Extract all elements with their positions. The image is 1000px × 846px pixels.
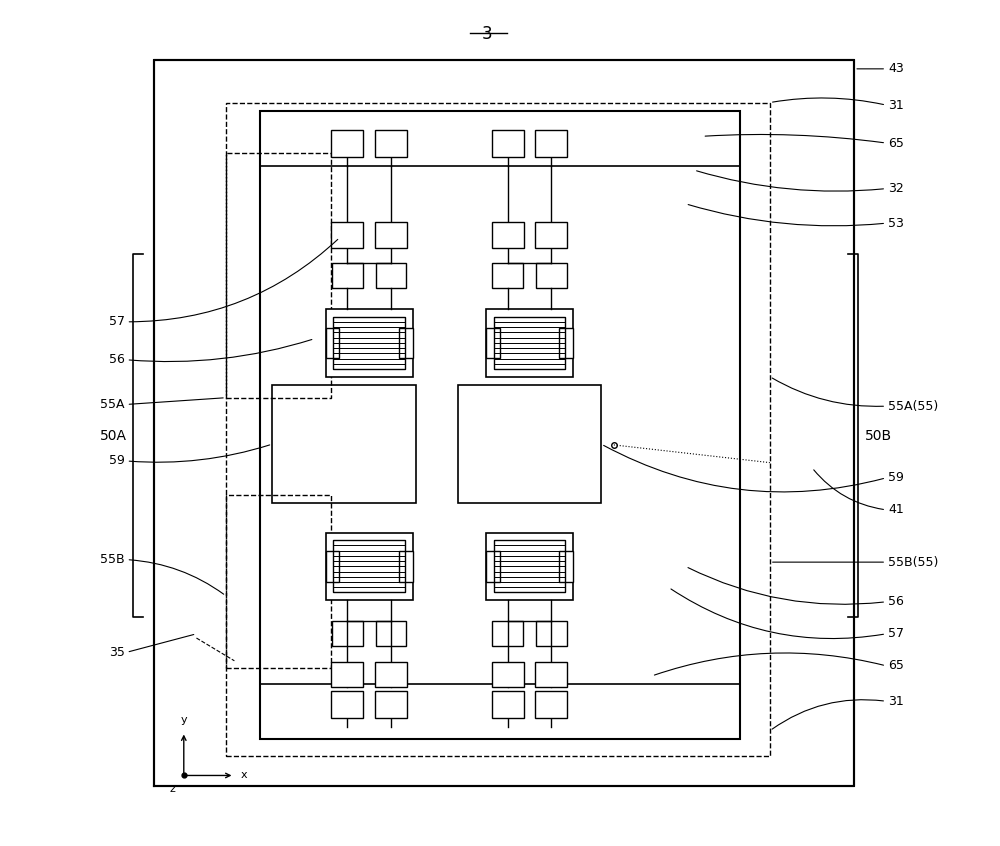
- Text: x: x: [241, 771, 248, 781]
- Text: 56: 56: [109, 354, 125, 366]
- Bar: [226, 153, 331, 398]
- Bar: [326, 533, 413, 600]
- Bar: [376, 621, 406, 646]
- Bar: [494, 316, 565, 369]
- Bar: [492, 263, 523, 288]
- Bar: [376, 263, 406, 288]
- Bar: [535, 222, 567, 248]
- Text: 57: 57: [888, 627, 904, 640]
- Bar: [333, 541, 405, 592]
- Text: 55A: 55A: [100, 398, 125, 411]
- Text: 59: 59: [888, 471, 904, 484]
- Text: 50B: 50B: [865, 429, 892, 442]
- Bar: [226, 495, 331, 667]
- Bar: [486, 533, 573, 600]
- Bar: [536, 621, 567, 646]
- Bar: [492, 662, 524, 687]
- Text: 65: 65: [888, 136, 904, 150]
- Bar: [375, 662, 407, 687]
- Bar: [535, 691, 567, 718]
- Bar: [486, 309, 573, 376]
- Bar: [536, 263, 567, 288]
- Text: 53: 53: [888, 217, 904, 229]
- Bar: [399, 327, 413, 358]
- Bar: [260, 111, 740, 739]
- Bar: [375, 691, 407, 718]
- Bar: [486, 552, 500, 581]
- Bar: [535, 130, 567, 157]
- Bar: [559, 552, 573, 581]
- Bar: [331, 691, 363, 718]
- Bar: [399, 552, 413, 581]
- Bar: [492, 691, 524, 718]
- Text: 31: 31: [888, 695, 904, 708]
- Text: 57: 57: [109, 316, 125, 328]
- Bar: [332, 263, 363, 288]
- Text: 55B: 55B: [100, 553, 125, 566]
- Bar: [331, 662, 363, 687]
- Polygon shape: [154, 60, 854, 786]
- Bar: [226, 102, 770, 756]
- Bar: [326, 309, 413, 376]
- Bar: [332, 621, 363, 646]
- Text: 65: 65: [888, 659, 904, 673]
- Bar: [492, 621, 523, 646]
- Bar: [559, 327, 573, 358]
- Text: 41: 41: [888, 503, 904, 516]
- Text: 56: 56: [888, 596, 904, 608]
- Bar: [486, 327, 500, 358]
- Bar: [375, 222, 407, 248]
- Text: 35: 35: [109, 645, 125, 659]
- Bar: [326, 327, 339, 358]
- Bar: [326, 552, 339, 581]
- Text: 3: 3: [482, 25, 493, 43]
- Text: 43: 43: [888, 63, 904, 75]
- Bar: [272, 385, 416, 503]
- Text: 55B(55): 55B(55): [888, 556, 938, 569]
- Text: 59: 59: [109, 454, 125, 468]
- Text: 32: 32: [888, 182, 904, 195]
- Text: 50A: 50A: [99, 429, 126, 442]
- Bar: [492, 130, 524, 157]
- Bar: [331, 222, 363, 248]
- Text: 31: 31: [888, 99, 904, 112]
- Bar: [492, 222, 524, 248]
- Bar: [535, 662, 567, 687]
- Text: y: y: [180, 715, 187, 725]
- Text: z: z: [169, 784, 175, 794]
- Bar: [375, 130, 407, 157]
- Text: 55A(55): 55A(55): [888, 399, 938, 413]
- Bar: [494, 541, 565, 592]
- Bar: [333, 316, 405, 369]
- Bar: [331, 130, 363, 157]
- Bar: [458, 385, 601, 503]
